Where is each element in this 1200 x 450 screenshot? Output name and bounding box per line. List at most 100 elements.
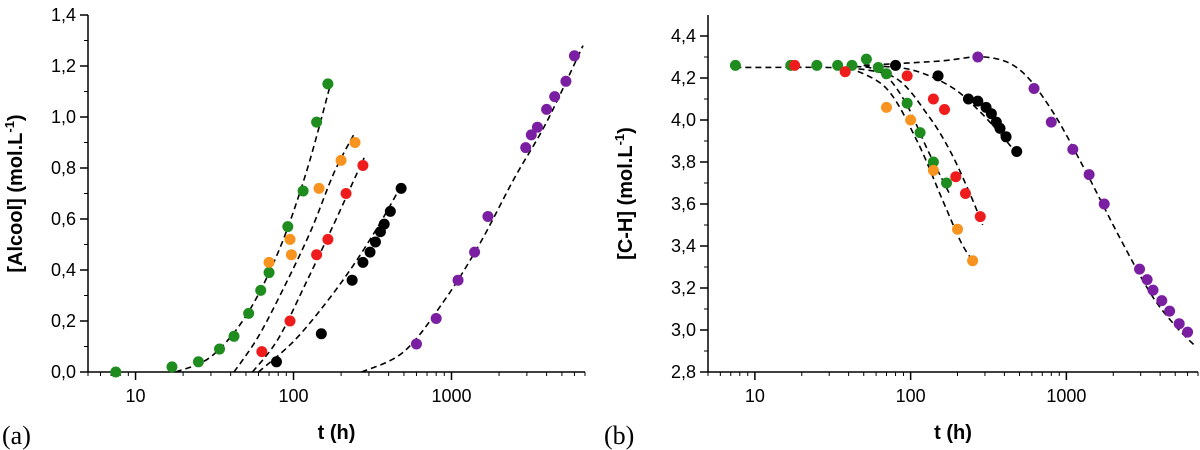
data-point-series-3: [959, 188, 971, 199]
y-tick-label: 0,8: [51, 158, 76, 178]
data-point-series-4: [270, 356, 282, 368]
y-tick-label: 4,2: [671, 68, 696, 88]
data-point-series-3: [284, 315, 296, 327]
y-axis-title: [Alcool] (mol.L-1): [2, 114, 27, 272]
data-point-series-1: [110, 366, 122, 378]
data-point-series-4: [346, 274, 358, 286]
data-point-series-5: [1147, 284, 1159, 296]
data-point-series-1: [322, 78, 334, 90]
data-point-series-3: [974, 211, 986, 223]
data-point-series-5: [520, 142, 532, 154]
y-tick-label: 1,2: [51, 56, 76, 76]
data-point-series-5: [549, 91, 561, 103]
data-point-series-4: [315, 328, 327, 340]
data-point-series-4: [369, 236, 381, 248]
panel-label-a: (a): [2, 421, 31, 450]
data-point-series-3: [311, 249, 323, 261]
data-point-series-1: [832, 59, 844, 71]
data-point-series-1: [901, 97, 913, 109]
data-point-series-1: [811, 59, 823, 71]
data-point-series-4: [1000, 131, 1012, 143]
data-point-series-5: [525, 129, 537, 141]
data-point-series-5: [972, 51, 984, 63]
data-point-series-1: [243, 307, 255, 319]
x-tick-label: 10: [745, 386, 765, 406]
data-point-series-2: [967, 255, 979, 267]
data-point-series-4: [962, 93, 974, 105]
data-point-series-1: [228, 330, 240, 342]
data-point-series-5: [1164, 305, 1176, 317]
data-point-series-1: [255, 284, 267, 296]
chart-panel-a: 10 100 1000 0,0 0,2 0,4 0,6 0,8 1,0 1,2 1,4 t (h) [A…: [2, 5, 586, 444]
panel-label-b: (b): [604, 421, 634, 450]
data-point-series-3: [901, 70, 913, 82]
fit-curve-series-4: [257, 185, 402, 372]
data-point-series-5: [1028, 83, 1040, 94]
y-tick-label: 4,4: [671, 26, 696, 46]
data-point-series-5: [1182, 326, 1194, 338]
fit-curve-series-3: [848, 66, 984, 226]
data-point-series-4: [384, 205, 396, 217]
data-point-series-1: [311, 116, 323, 128]
data-point-series-5: [531, 121, 543, 133]
data-point-series-4: [932, 70, 944, 82]
data-point-series-5: [469, 246, 481, 258]
x-tick-label: 1000: [1046, 386, 1086, 406]
data-point-series-1: [214, 343, 226, 355]
data-point-series-2: [285, 249, 297, 261]
x-axis-title: t (h): [934, 422, 972, 444]
data-point-series-1: [282, 221, 294, 233]
y-tick-label: 0,2: [51, 311, 76, 331]
chart-panel-b: 10 100 1000 2,8 3,0 3,2 3,4 3,6 3,8 4,0 4,2 4,4 t (h…: [612, 15, 1199, 444]
data-point-series-1: [860, 53, 872, 65]
data-point-series-4: [395, 182, 407, 194]
y-tick-label: 0,6: [51, 209, 76, 229]
data-point-series-1: [192, 356, 204, 368]
data-point-series-1: [297, 185, 309, 197]
data-point-series-3: [839, 66, 851, 78]
data-point-series-4: [972, 95, 984, 107]
y-tick-label: 0,0: [51, 362, 76, 382]
data-point-series-1: [263, 267, 275, 279]
data-point-series-5: [410, 338, 422, 350]
y-tick-label: 3,4: [671, 236, 696, 256]
y-tick-label: 0,4: [51, 260, 76, 280]
data-point-series-5: [1134, 263, 1146, 275]
data-point-series-4: [1011, 146, 1023, 157]
fit-curve-series-5: [863, 55, 1197, 348]
data-point-series-3: [939, 104, 951, 115]
x-tick-label: 1000: [431, 386, 471, 406]
data-point-series-3: [256, 346, 268, 358]
y-tick-label: 3,2: [671, 278, 696, 298]
y-tick-label: 3,8: [671, 152, 696, 172]
data-point-series-1: [941, 177, 953, 189]
data-point-series-1: [927, 156, 939, 168]
data-point-series-2: [284, 233, 296, 245]
data-point-series-3: [357, 159, 369, 171]
data-point-series-4: [985, 108, 997, 120]
data-point-series-1: [881, 68, 893, 80]
data-point-series-5: [1098, 198, 1110, 210]
data-point-series-2: [952, 223, 964, 235]
data-point-series-5: [482, 210, 494, 222]
data-point-series-2: [905, 114, 917, 126]
fit-curve-series-1: [175, 86, 331, 372]
data-point-series-3: [927, 93, 939, 105]
fit-curve-series-2: [233, 134, 355, 372]
data-point-series-3: [322, 233, 334, 245]
y-tick-label: 3,0: [671, 320, 696, 340]
data-point-series-2: [349, 137, 361, 148]
y-tick-label: 1,4: [51, 5, 76, 25]
data-point-series-4: [357, 256, 369, 268]
data-point-series-1: [914, 127, 926, 139]
data-point-series-4: [378, 218, 390, 230]
data-point-series-1: [166, 361, 178, 373]
x-axis-title: t (h): [318, 422, 356, 444]
data-point-series-2: [263, 256, 275, 268]
data-point-series-5: [1067, 143, 1079, 155]
fit-curve-series-2: [848, 66, 974, 262]
data-point-series-5: [452, 274, 464, 286]
data-point-series-5: [1083, 169, 1095, 181]
x-tick-label: 10: [126, 386, 146, 406]
